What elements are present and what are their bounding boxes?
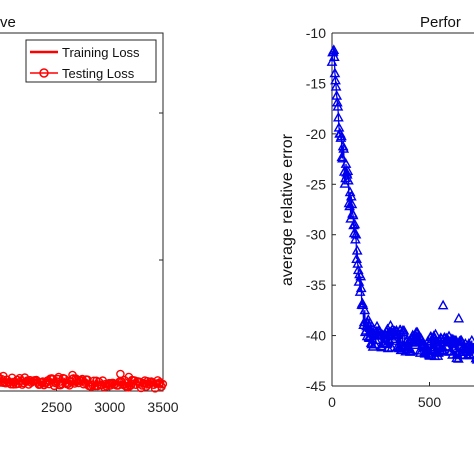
right-y-tick-label: -10 [306, 25, 326, 41]
left-axes-box [0, 32, 164, 392]
right-y-tick-label: -40 [306, 328, 326, 344]
error-point [453, 312, 465, 323]
error-point [337, 152, 348, 163]
right-x-tick-label: 500 [418, 394, 442, 410]
error-point [367, 340, 379, 351]
error-point [355, 270, 367, 281]
error-point [386, 341, 398, 352]
error-point [430, 328, 441, 339]
error-point [464, 349, 474, 360]
left-x-tick-label: 3500 [147, 399, 178, 415]
right-y-tick-label: -25 [306, 176, 326, 192]
y-axis-label: average relative error [279, 133, 296, 286]
legend-training-label: Training Loss [62, 45, 140, 60]
error-point [333, 111, 344, 122]
average-relative-error-series [326, 44, 474, 364]
error-point [388, 335, 400, 345]
right-y-axis: -10 -15 -20 -25 -30 -35 -40 -45 [306, 25, 336, 394]
error-point [343, 174, 354, 185]
right-y-tick-label: -15 [306, 75, 326, 91]
right-x-axis: 05001000 [328, 382, 442, 410]
error-point [445, 345, 457, 355]
testing-loss-point [116, 369, 125, 379]
error-point [437, 299, 449, 310]
error-point [332, 100, 344, 111]
right-y-tick-label: -35 [306, 277, 326, 293]
performance-panel: Perfor average relative error -10-15-20-… [279, 14, 474, 410]
error-point [469, 345, 474, 354]
right-y-tick-label: -20 [306, 126, 326, 142]
error-point [344, 200, 355, 211]
error-point [328, 51, 340, 61]
left-x-tick-label: 3000 [94, 399, 125, 415]
error-point [438, 345, 450, 356]
testing-loss-series [0, 369, 168, 393]
testing-loss-point [54, 372, 64, 382]
error-point [355, 282, 367, 293]
error-point [370, 334, 382, 345]
error-point [350, 233, 361, 244]
testing-loss-point [124, 372, 134, 382]
testing-loss-point [68, 370, 77, 380]
error-point [336, 130, 347, 141]
error-point [347, 209, 359, 220]
left-y-minor-ticks [159, 112, 163, 261]
left-title-fragment: ve [0, 14, 16, 31]
error-point [330, 80, 342, 91]
error-point [350, 228, 362, 239]
error-point [353, 276, 365, 286]
error-point [385, 319, 396, 330]
error-point [340, 158, 352, 168]
error-point [469, 343, 474, 352]
error-point [351, 244, 363, 255]
testing-loss-point [97, 380, 106, 390]
right-title-fragment: Perfor [420, 14, 461, 31]
error-point [398, 324, 410, 335]
error-point [405, 345, 417, 355]
error-point [331, 96, 343, 107]
error-point [349, 218, 361, 229]
error-point [342, 165, 354, 176]
error-point [338, 143, 350, 153]
loss-curve-panel: ve 2500 3000 3500 Training Loss Testing Lo… [0, 14, 179, 415]
legend-box [25, 39, 157, 83]
testing-loss-point [158, 379, 168, 389]
error-point [359, 304, 371, 315]
left-x-tick-label: 2500 [41, 399, 72, 415]
error-point [346, 198, 358, 209]
error-point [326, 56, 338, 66]
legend-testing-label: Testing Loss [62, 66, 135, 81]
testing-loss-point [0, 371, 8, 381]
right-y-tick-label: -30 [306, 227, 326, 243]
legend: Training Loss Testing Loss [25, 39, 157, 83]
right-y-tick-label: -45 [306, 378, 326, 394]
right-x-tick-label: 0 [328, 394, 336, 410]
left-x-axis: 2500 3000 3500 [41, 387, 179, 415]
legend-testing-marker [39, 68, 49, 78]
